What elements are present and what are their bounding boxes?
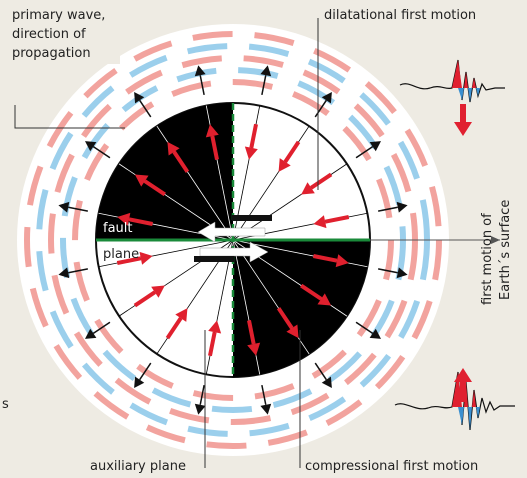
edge-label: s (2, 397, 9, 412)
label-line: propagation (12, 46, 91, 61)
slip-bar (232, 215, 272, 221)
surface-label: first motion of (480, 213, 495, 305)
dilatational-label: dilatational first motion (324, 8, 476, 23)
diagram: primary wave, direction of propagation d… (0, 0, 527, 478)
fault-label: fault (103, 221, 133, 236)
auxiliary-label: auxiliary plane (90, 459, 186, 474)
slip-bar (194, 256, 234, 262)
label-line: primary wave, (12, 8, 105, 23)
plane-label: plane (103, 247, 139, 262)
compressional-label: compressional first motion (305, 459, 478, 474)
surface-label: Earth´s surface (498, 200, 513, 300)
label-line: direction of (12, 27, 86, 42)
